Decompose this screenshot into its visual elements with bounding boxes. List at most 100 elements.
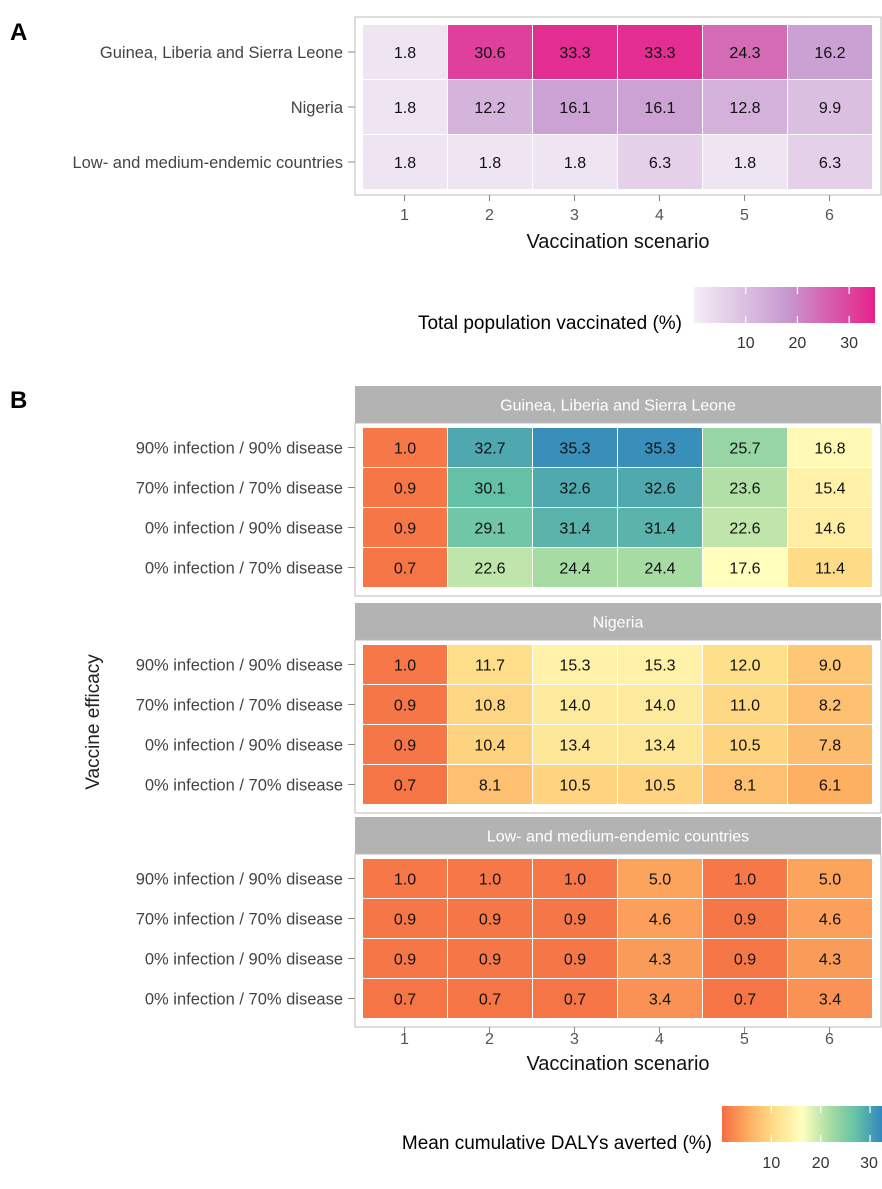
panel-a-x-tick-label: 6 [825, 207, 834, 224]
panel-a-cell-label: 33.3 [644, 45, 675, 62]
panel-b-y-tick-label: 90% infection / 90% disease [136, 657, 343, 675]
panel-b-cell [618, 428, 702, 467]
panel-b-cell [363, 979, 447, 1018]
panel-a-x-tick-label: 2 [485, 207, 494, 224]
panel-b-cell-label: 1.0 [394, 658, 416, 675]
panel-b-cell-label: 24.4 [559, 561, 590, 578]
panel-b-label: B [10, 387, 27, 414]
panel-b-facet-frame [354, 422, 882, 597]
panel-a-cell-label: 12.2 [474, 100, 505, 117]
panel-b-cell [448, 979, 532, 1018]
panel-b-cell-label: 5.0 [819, 872, 841, 889]
panel-b-facet-strip [355, 386, 881, 423]
panel-b-cell [618, 508, 702, 547]
panel-a-cell-label: 16.1 [559, 100, 590, 117]
panel-b-cell [363, 725, 447, 764]
panel-b-cell-label: 14.0 [559, 698, 590, 715]
panel-b-cell-label: 13.4 [559, 738, 590, 755]
panel-b-cell [618, 979, 702, 1018]
panel-a-cell-label: 9.9 [819, 100, 841, 117]
panel-b-y-tick-label: 70% infection / 70% disease [136, 480, 343, 498]
panel-b-cell [703, 765, 787, 804]
panel-b-cell-label: 11.0 [730, 698, 760, 715]
panel-b-legend-ticks: 10 20 30 [762, 1106, 878, 1172]
panel-a-cell [448, 80, 532, 134]
panel-b-cell [363, 645, 447, 684]
panel-a-cell [788, 135, 872, 189]
panel-b-legend-colorbar [722, 1106, 882, 1142]
panel-a-cell-label: 24.3 [729, 45, 760, 62]
panel-b-x-tick-label: 4 [655, 1031, 664, 1048]
panel-b-y-tick-label: 90% infection / 90% disease [136, 440, 343, 458]
panel-b-cell [618, 645, 702, 684]
panel-b-cell [363, 939, 447, 978]
panel-a-x-tick-label: 4 [655, 207, 664, 224]
panel-b-cell-label: 29.1 [474, 521, 505, 538]
panel-b-cell-label: 8.1 [734, 778, 756, 795]
panel-b-cell [448, 468, 532, 507]
panel-b-cell-label: 0.9 [394, 481, 416, 498]
panel-b-cell [618, 939, 702, 978]
panel-a-cell-label: 30.6 [474, 45, 505, 62]
panel-b-cell [448, 685, 532, 724]
panel-b-facet-strip [355, 817, 881, 854]
panel-b-cell-label: 3.4 [649, 992, 671, 1009]
panel-b-cell [533, 428, 617, 467]
panel-b-legend-title: Mean cumulative DALYs averted (%) [402, 1133, 712, 1154]
panel-b-cell [788, 765, 872, 804]
panel-b-cell [703, 645, 787, 684]
panel-b-cell [448, 548, 532, 587]
panel-b-y-tick-label: 0% infection / 90% disease [145, 520, 343, 538]
panel-b-cell-label: 23.6 [729, 481, 760, 498]
panel-b-cell [533, 548, 617, 587]
panel-b-cell [363, 685, 447, 724]
panel-a-legend-colorbar [694, 287, 875, 323]
panel-a-cell-label: 1.8 [479, 155, 501, 172]
panel-b-cell [448, 939, 532, 978]
panel-a-legend: Total population vaccinated (%) 10 20 30 [418, 287, 875, 352]
panel-a-legend-ticks: 10 20 30 [737, 287, 858, 352]
panel-b-cell [788, 859, 872, 898]
panel-b-y-tick-label: 0% infection / 90% disease [145, 737, 343, 755]
panel-a-cell-label: 6.3 [819, 155, 841, 172]
panel-b-cell-label: 0.7 [394, 778, 416, 795]
panel-b-y-tick-label: 90% infection / 90% disease [136, 871, 343, 889]
panel-a-cell [618, 80, 702, 134]
panel-a-cell [533, 135, 617, 189]
panel-b-cell-label: 4.3 [649, 952, 671, 969]
panel-b-cell [788, 428, 872, 467]
panel-b-cell-label: 15.3 [559, 658, 590, 675]
panel-b-facet-title: Nigeria [593, 615, 644, 632]
panel-b-cell [533, 765, 617, 804]
panel-b-x-tick-label: 1 [400, 1031, 409, 1048]
panel-b-cell [788, 939, 872, 978]
panel-b-cell-label: 22.6 [729, 521, 760, 538]
panel-a-heatmap: Guinea, Liberia and Sierra Leone 1.8 30.6 3… [72, 16, 882, 253]
panel-b-cell-label: 7.8 [819, 738, 841, 755]
panel-b-cell-label: 11.7 [475, 658, 505, 675]
panel-b-cell [533, 939, 617, 978]
panel-b-cell-label: 0.9 [564, 952, 586, 969]
panel-b-cell [703, 859, 787, 898]
panel-b-cell-label: 22.6 [474, 561, 505, 578]
panel-b-cell-label: 0.7 [734, 992, 756, 1009]
panel-b-cell [788, 548, 872, 587]
panel-b-facet-title: Guinea, Liberia and Sierra Leone [500, 398, 736, 415]
panel-a-cell [618, 135, 702, 189]
panel-b-cell-label: 4.6 [649, 912, 671, 929]
panel-b-cell-label: 0.9 [394, 912, 416, 929]
panel-b-cell-label: 1.0 [479, 872, 501, 889]
panel-b-cell-label: 4.6 [819, 912, 841, 929]
panel-b-cell [448, 725, 532, 764]
panel-b-cell-label: 0.9 [734, 912, 756, 929]
panel-b-cell [703, 899, 787, 938]
panel-b-cell [448, 428, 532, 467]
panel-b-cell [703, 428, 787, 467]
panel-b-x-tick-label: 5 [740, 1031, 749, 1048]
panel-b-cell-label: 0.9 [394, 698, 416, 715]
panel-b-cell [618, 685, 702, 724]
panel-b-cell-label: 1.0 [564, 872, 586, 889]
panel-b-cell-label: 35.3 [644, 441, 675, 458]
panel-b-cell [363, 899, 447, 938]
panel-b-cell-label: 1.0 [394, 441, 416, 458]
